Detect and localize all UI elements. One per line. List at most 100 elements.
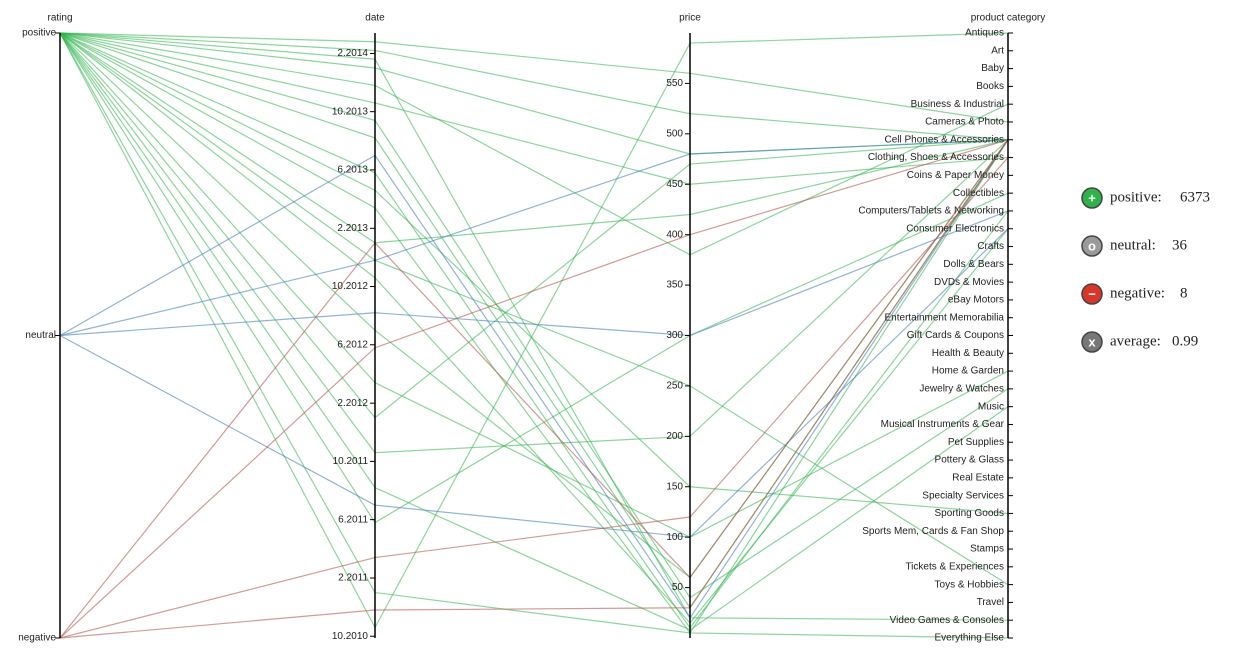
tick-label: Stamps [970,544,1004,555]
axis-title: rating [47,13,72,24]
legend-icon [1081,235,1103,257]
legend-value: 36 [1172,237,1188,253]
tick-label: Health & Beauty [932,348,1004,359]
tick-label: Cell Phones & Accessories [884,134,1004,145]
record-line [59,139,1009,619]
tick-label: Musical Instruments & Gear [881,419,1005,430]
legend-icon [1081,283,1103,305]
tick-label: Everything Else [935,633,1005,644]
tick-label: Pottery & Glass [935,455,1004,466]
tick-label: 200 [666,431,683,442]
tick-label: Tickets & Experiences [905,561,1004,572]
tick-label: Collectibles [953,188,1004,199]
tick-label: Jewelry & Watches [919,384,1004,395]
record-line [59,32,1009,621]
tick-label: Real Estate [952,472,1004,483]
legend-symbol: + [1088,190,1096,205]
record-line [59,210,1009,337]
record-line [59,32,1009,538]
tick-label: 500 [666,128,683,139]
tick-label: Travel [977,597,1004,608]
tick-label: 100 [666,532,683,543]
axis-title: product category [971,13,1046,24]
record-line [59,32,1009,185]
record-line [59,32,1009,629]
record-line [59,32,1009,629]
tick-label: Art [991,45,1004,56]
tick-label: 550 [666,78,683,89]
tick-label: Specialty Services [922,490,1004,501]
tick-label: Entertainment Memorabilia [885,312,1005,323]
record-line [59,32,1009,639]
tick-label: 450 [666,179,683,190]
tick-label: 250 [666,381,683,392]
tick-label: 2.2012 [337,398,368,409]
legend-label: negative: [1110,285,1165,301]
tick-label: 10.2013 [332,106,369,117]
tick-label: 6.2012 [337,339,368,350]
record-line [59,32,1009,244]
tick-label: Sports Mem, Cards & Fan Shop [862,526,1004,537]
legend-icon [1081,331,1103,353]
legend-label: average: [1110,333,1161,349]
tick-label: 300 [666,330,683,341]
tick-label: 50 [672,582,684,593]
record-line [59,32,1009,141]
tick-label: 6.2011 [338,514,368,525]
tick-label: positive [22,28,56,39]
record-line [59,32,1009,624]
tick-label: 400 [666,229,683,240]
legend-label: neutral: [1110,237,1156,253]
record-line [59,139,1009,337]
tick-label: Video Games & Consoles [890,615,1004,626]
tick-label: 10.2010 [332,631,369,642]
record-line [59,157,1009,639]
legend-icon [1081,187,1103,209]
tick-label: Sporting Goods [935,508,1005,519]
tick-label: Consumer Electronics [906,223,1004,234]
legend-value: 6373 [1180,189,1210,205]
lines [59,32,1009,639]
tick-label: 150 [666,481,683,492]
tick-label: 6.2013 [337,165,368,176]
tick-label: eBay Motors [948,295,1004,306]
record-line [59,32,1009,586]
record-line [59,32,1009,123]
tick-label: Baby [981,63,1004,74]
tick-label: neutral [25,330,56,341]
tick-label: DVDs & Movies [934,277,1004,288]
record-line [59,32,1009,631]
legend-value: 0.99 [1172,333,1198,349]
record-line [59,32,1009,515]
tick-label: Toys & Hobbies [935,579,1004,590]
axis-title: price [679,13,701,24]
tick-label: Cameras & Photo [925,117,1004,128]
tick-label: 10.2012 [332,281,369,292]
tick-label: Pet Supplies [948,437,1004,448]
legend-label: positive: [1110,189,1162,205]
tick-label: Clothing, Shoes & Accessories [868,152,1004,163]
tick-label: 10.2011 [333,456,369,467]
tick-label: 350 [666,280,683,291]
legend-symbol: x [1088,334,1096,349]
tick-label: Home & Garden [932,366,1004,377]
legend-symbol: − [1088,286,1096,301]
legend-symbol: o [1088,238,1096,253]
tick-label: Crafts [977,241,1004,252]
tick-label: Business & Industrial [911,99,1004,110]
tick-label: Antiques [965,28,1004,39]
record-line [59,32,1009,524]
record-line [59,139,1009,639]
tick-label: negative [18,633,56,644]
tick-label: Books [976,81,1004,92]
record-line [59,228,1009,538]
axis-title: date [365,13,385,24]
record-line [59,32,1009,635]
tick-label: Music [978,401,1004,412]
legend-value: 8 [1180,285,1188,301]
tick-label: Coins & Paper Money [907,170,1004,181]
record-line [59,32,1009,599]
record-line [59,139,1009,639]
record-line [59,32,1009,256]
